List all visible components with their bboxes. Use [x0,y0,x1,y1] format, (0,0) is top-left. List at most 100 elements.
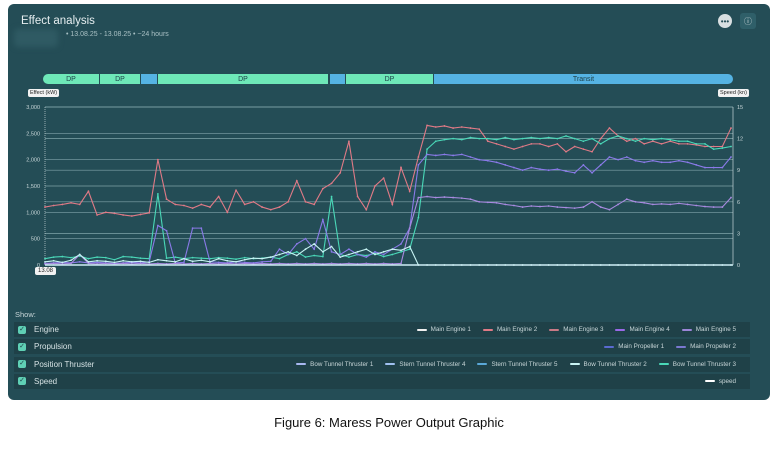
data-point [460,197,463,200]
data-point [478,158,481,161]
phase-other-4[interactable] [330,74,345,84]
data-point [712,166,715,169]
data-point [599,142,602,145]
data-point [183,204,185,207]
data-point [634,137,637,140]
data-point [539,168,541,171]
legend-item[interactable]: Stern Tunnel Thruster 5 [477,361,558,368]
data-point [243,262,246,265]
data-point [530,205,533,207]
legend-item[interactable]: speed [704,378,736,385]
data-point [686,140,689,143]
x-start-label: 13.08 [35,267,57,275]
phase-dp-5[interactable]: DP [346,74,433,84]
more-options-icon[interactable]: ••• [718,14,732,28]
data-point [156,158,159,161]
data-point [408,190,411,193]
data-point [191,260,194,263]
data-point [348,248,350,251]
data-point [712,148,715,151]
data-point [235,189,237,192]
effect-chart[interactable]: 0 500 1,000 1,500 2,000 2,500 3,000 0 3 6 9 12 15 [0,0,778,300]
data-point [365,208,368,211]
legend-label: Main Engine 2 [496,326,538,333]
y-tick-label: 500 [31,237,40,243]
legend-item[interactable]: Bow Tunnel Thruster 3 [658,360,736,368]
data-point [704,145,706,148]
data-point [130,215,133,217]
data-point [721,147,724,149]
phase-dp-1[interactable]: DP [100,74,140,84]
legend-item[interactable]: Main Propeller 2 [676,343,736,350]
data-point [78,253,81,256]
data-point [356,195,359,198]
legend-item[interactable]: Main Engine 3 [549,326,603,333]
data-point [321,255,324,258]
legend-swatch-icon [676,345,687,348]
phase-transit-6[interactable]: Transit [434,74,733,84]
data-point [591,171,593,174]
y-tick-label: 2,500 [26,131,40,137]
data-point [61,255,64,258]
data-point [469,198,472,201]
checkbox[interactable]: ✓ [18,360,26,369]
y2-tick-label: 12 [737,137,743,143]
data-point [330,195,333,198]
data-point [348,253,350,256]
legend-item[interactable]: Main Engine 2 [482,326,538,333]
legend-label: Bow Tunnel Thruster 1 [310,360,374,368]
data-point [52,262,55,265]
data-point [183,261,185,264]
legend-item[interactable]: Main Propeller 1 [604,343,664,350]
legend-item[interactable]: Main Engine 4 [615,326,670,333]
data-point [556,142,559,145]
legend-item[interactable]: Main Engine 5 [681,326,736,333]
data-point [278,253,281,256]
data-point [87,257,90,260]
data-point [122,214,125,216]
data-point [408,245,411,248]
data-point [643,201,646,204]
data-point [686,161,689,164]
data-point [104,211,107,214]
legend-label: Main Propeller 1 [618,343,665,351]
data-point [391,253,394,256]
data-point [96,214,99,216]
checkbox[interactable]: ✓ [18,342,26,351]
data-point [295,262,298,265]
checkbox[interactable]: ✓ [18,377,26,386]
data-point [200,203,203,206]
data-point [486,140,489,143]
data-point [565,135,567,137]
data-point [365,248,368,251]
data-point [443,153,446,156]
legend-swatch-icon [615,328,626,331]
data-point [400,166,402,169]
data-point [156,193,159,195]
info-icon[interactable]: ⓘ [740,13,756,29]
legend-label: Bow Tunnel Thruster 3 [672,360,736,368]
legend-swatch-icon [482,328,493,331]
data-point [625,140,628,143]
phase-dp-3[interactable]: DP [158,74,328,84]
checkbox[interactable]: ✓ [18,325,26,334]
legend-item[interactable]: Bow Tunnel Thruster 2 [569,361,647,368]
data-point [695,204,698,207]
data-point [426,148,428,151]
data-point [174,256,177,258]
legend-label: Stern Tunnel Thruster 4 [399,360,466,368]
data-point [87,260,90,263]
data-point [200,259,203,262]
legend-item[interactable]: Main Engine 1 [416,326,471,333]
legend-item[interactable]: Bow Tunnel Thruster 1 [296,361,373,368]
phase-dp-0[interactable]: DP [43,74,99,84]
data-point [400,243,402,245]
data-point [156,224,159,227]
phase-other-2[interactable] [141,74,157,84]
legend-item[interactable]: Stern Tunnel Thruster 4 [385,361,465,368]
data-point [78,260,81,263]
data-point [122,259,125,262]
y2-tick-label: 9 [737,168,740,174]
data-point [417,156,420,158]
data-point [539,137,541,140]
